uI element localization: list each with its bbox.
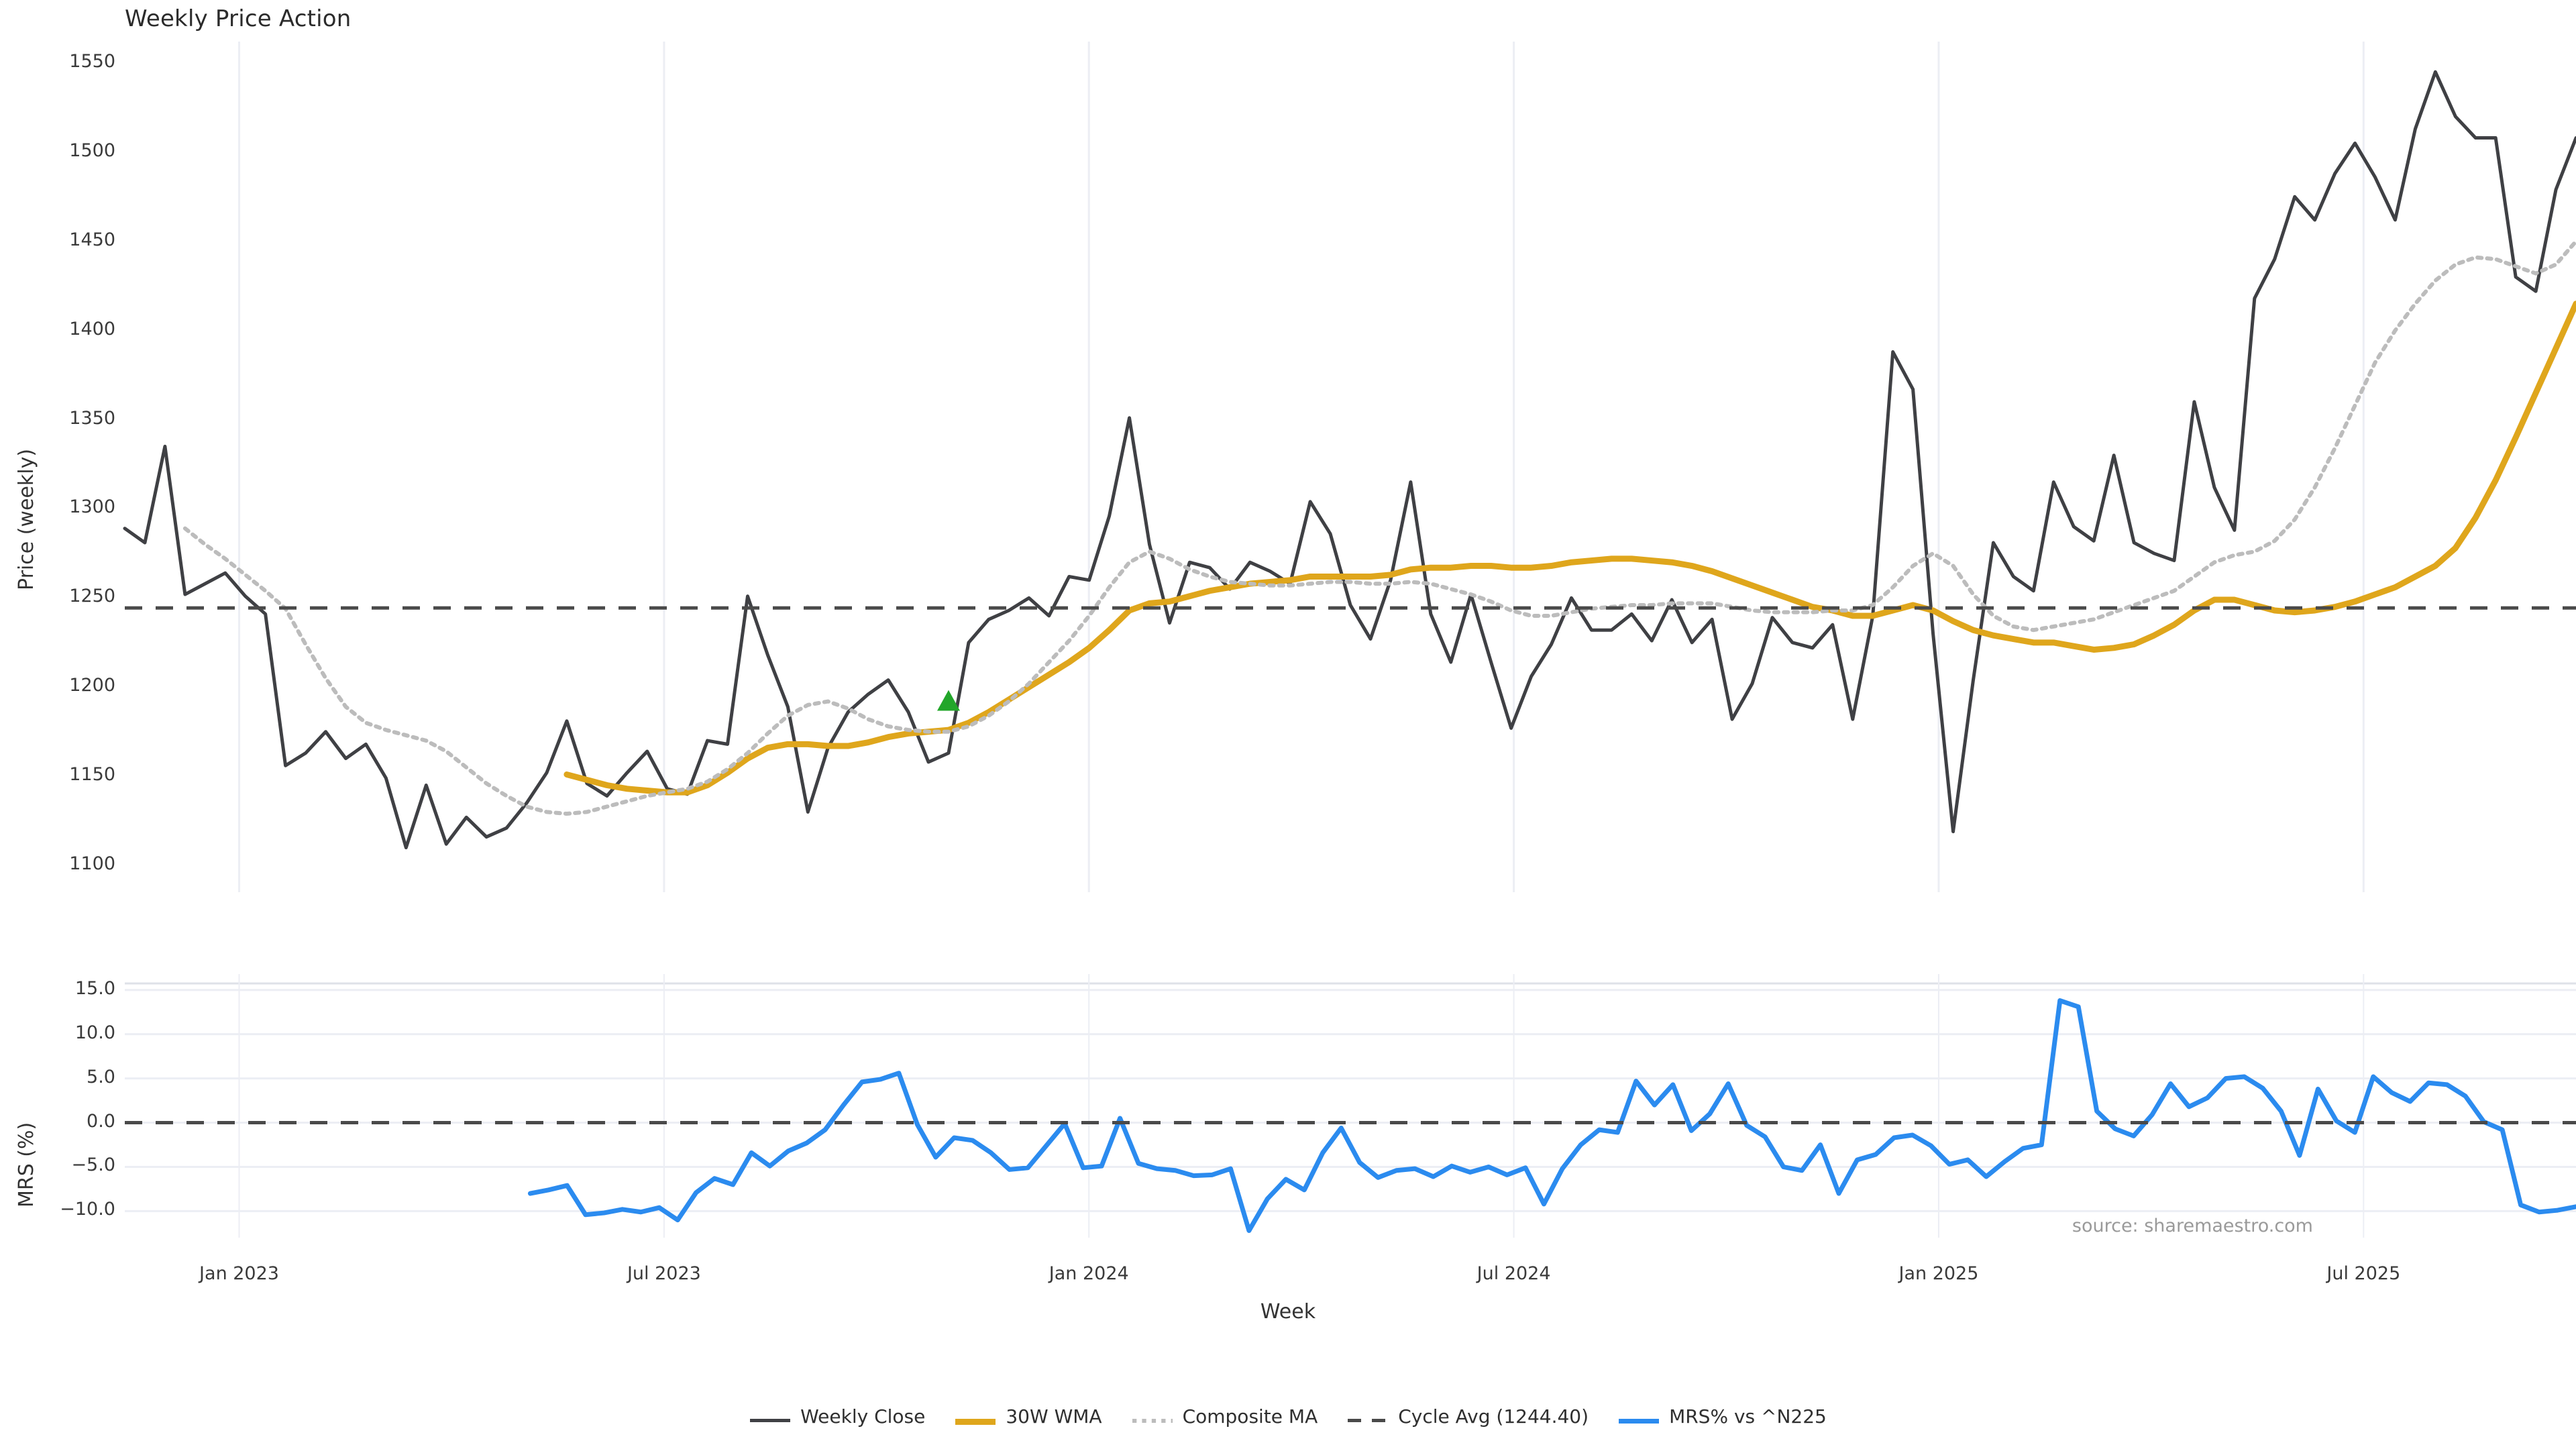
price-y-tick-5: 1350	[69, 407, 115, 429]
price-gridlines	[238, 42, 2365, 892]
x-tick-0: Jan 2023	[199, 1263, 279, 1284]
legend-item-30w-wma[interactable]: 30W WMA	[955, 1405, 1102, 1428]
mrs-y-tick-4: 10.0	[74, 1022, 115, 1043]
signal-markers-group	[936, 690, 960, 711]
mrs-y-tick-2: 0.0	[87, 1110, 115, 1132]
price-line-30w-wma	[564, 301, 2576, 796]
mrs-y-tick-5: 15.0	[74, 977, 115, 999]
price-y-tick-2: 1200	[69, 675, 115, 696]
legend-label: MRS% vs ^N225	[1669, 1405, 1827, 1428]
x-tick-4: Jan 2025	[1898, 1263, 1979, 1284]
price-series-group	[123, 70, 2576, 850]
price-line-composite-ma	[182, 239, 2576, 816]
mrs-gridlines	[125, 974, 2576, 1238]
price-y-tick-4: 1300	[69, 496, 115, 518]
legend-item-composite-ma[interactable]: Composite MA	[1132, 1405, 1318, 1428]
mrs-series-group	[125, 998, 2576, 1233]
mrs-y-tick-3: 5.0	[87, 1066, 115, 1087]
price-line-weekly-close	[123, 70, 2576, 850]
price-y-tick-0: 1100	[69, 853, 115, 875]
x-axis-label: Week	[1260, 1300, 1316, 1324]
price-y-tick-1: 1150	[69, 764, 115, 786]
price-y-tick-6: 1400	[69, 318, 115, 339]
buy-signal-marker	[936, 690, 960, 711]
x-tick-3: Jul 2024	[1477, 1263, 1551, 1284]
legend-label: 30W WMA	[1006, 1405, 1102, 1428]
legend-item-cycle-avg-1244-40[interactable]: Cycle Avg (1244.40)	[1347, 1405, 1589, 1428]
legend-item-weekly-close[interactable]: Weekly Close	[749, 1405, 925, 1428]
price-y-tick-9: 1550	[69, 50, 115, 72]
page-title: Weekly Price Action	[125, 5, 352, 32]
chart-legend: Weekly Close 30W WMA Composite MA Cycle Avg…	[0, 1405, 2576, 1428]
legend-label: Composite MA	[1182, 1405, 1318, 1428]
mrs-line	[527, 998, 2576, 1233]
legend-label: Cycle Avg (1244.40)	[1398, 1405, 1589, 1428]
mrs-y-tick-1: −5.0	[71, 1155, 115, 1176]
price-y-tick-3: 1250	[69, 586, 115, 607]
legend-label: Weekly Close	[800, 1405, 926, 1428]
mrs-y-tick-0: −10.0	[60, 1199, 115, 1220]
x-tick-2: Jan 2024	[1049, 1263, 1129, 1284]
source-watermark: source: sharemaestro.com	[2072, 1216, 2313, 1236]
price-y-tick-7: 1450	[69, 229, 115, 250]
x-tick-1: Jul 2023	[627, 1263, 701, 1284]
legend-item-mrs-vs-n225[interactable]: MRS% vs ^N225	[1618, 1405, 1827, 1428]
x-tick-5: Jul 2025	[2326, 1263, 2401, 1284]
price-y-tick-8: 1500	[69, 140, 115, 161]
